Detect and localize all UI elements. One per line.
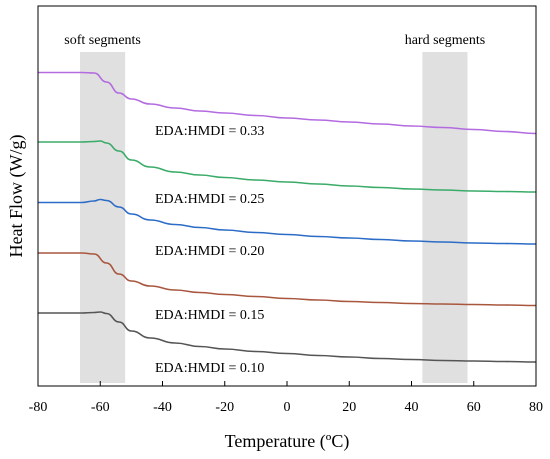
region-labels: soft segments hard segments: [64, 33, 485, 48]
series-curves: [38, 71, 537, 363]
series-label-3: EDA:HMDI = 0.15: [155, 308, 264, 323]
series-label-1: EDA:HMDI = 0.25: [155, 192, 264, 207]
x-tick-label-3: -20: [215, 400, 234, 415]
region-band-0: [80, 52, 126, 383]
shaded-regions: [80, 52, 468, 383]
x-axis-ticks: -80 -60 -40 -20 0 20 40 60 80: [29, 381, 543, 415]
x-tick-label-7: 60: [467, 400, 481, 415]
x-tick-label-8: 80: [529, 400, 543, 415]
x-tick-label-2: -40: [153, 400, 172, 415]
x-axis-title: Temperature (ºC): [225, 431, 350, 452]
series-label-4: EDA:HMDI = 0.10: [155, 361, 264, 376]
series-line-3: [38, 252, 537, 307]
x-tick-label-5: 20: [342, 400, 356, 415]
region-label-0: soft segments: [64, 33, 141, 48]
y-axis-title: Heat Flow (W/g): [6, 135, 27, 258]
series-line-4: [38, 311, 537, 363]
series-label-0: EDA:HMDI = 0.33: [155, 124, 264, 139]
series-labels: EDA:HMDI = 0.33 EDA:HMDI = 0.25 EDA:HMDI =…: [155, 124, 264, 376]
series-line-2: [38, 198, 537, 245]
series-label-2: EDA:HMDI = 0.20: [155, 244, 264, 259]
series-line-0: [38, 71, 537, 135]
region-band-1: [422, 52, 468, 383]
series-line-1: [38, 140, 537, 193]
x-tick-label-6: 40: [405, 400, 419, 415]
region-label-1: hard segments: [405, 33, 485, 48]
x-tick-label-1: -60: [91, 400, 110, 415]
x-tick-label-0: -80: [29, 400, 48, 415]
x-tick-label-4: 0: [284, 400, 291, 415]
